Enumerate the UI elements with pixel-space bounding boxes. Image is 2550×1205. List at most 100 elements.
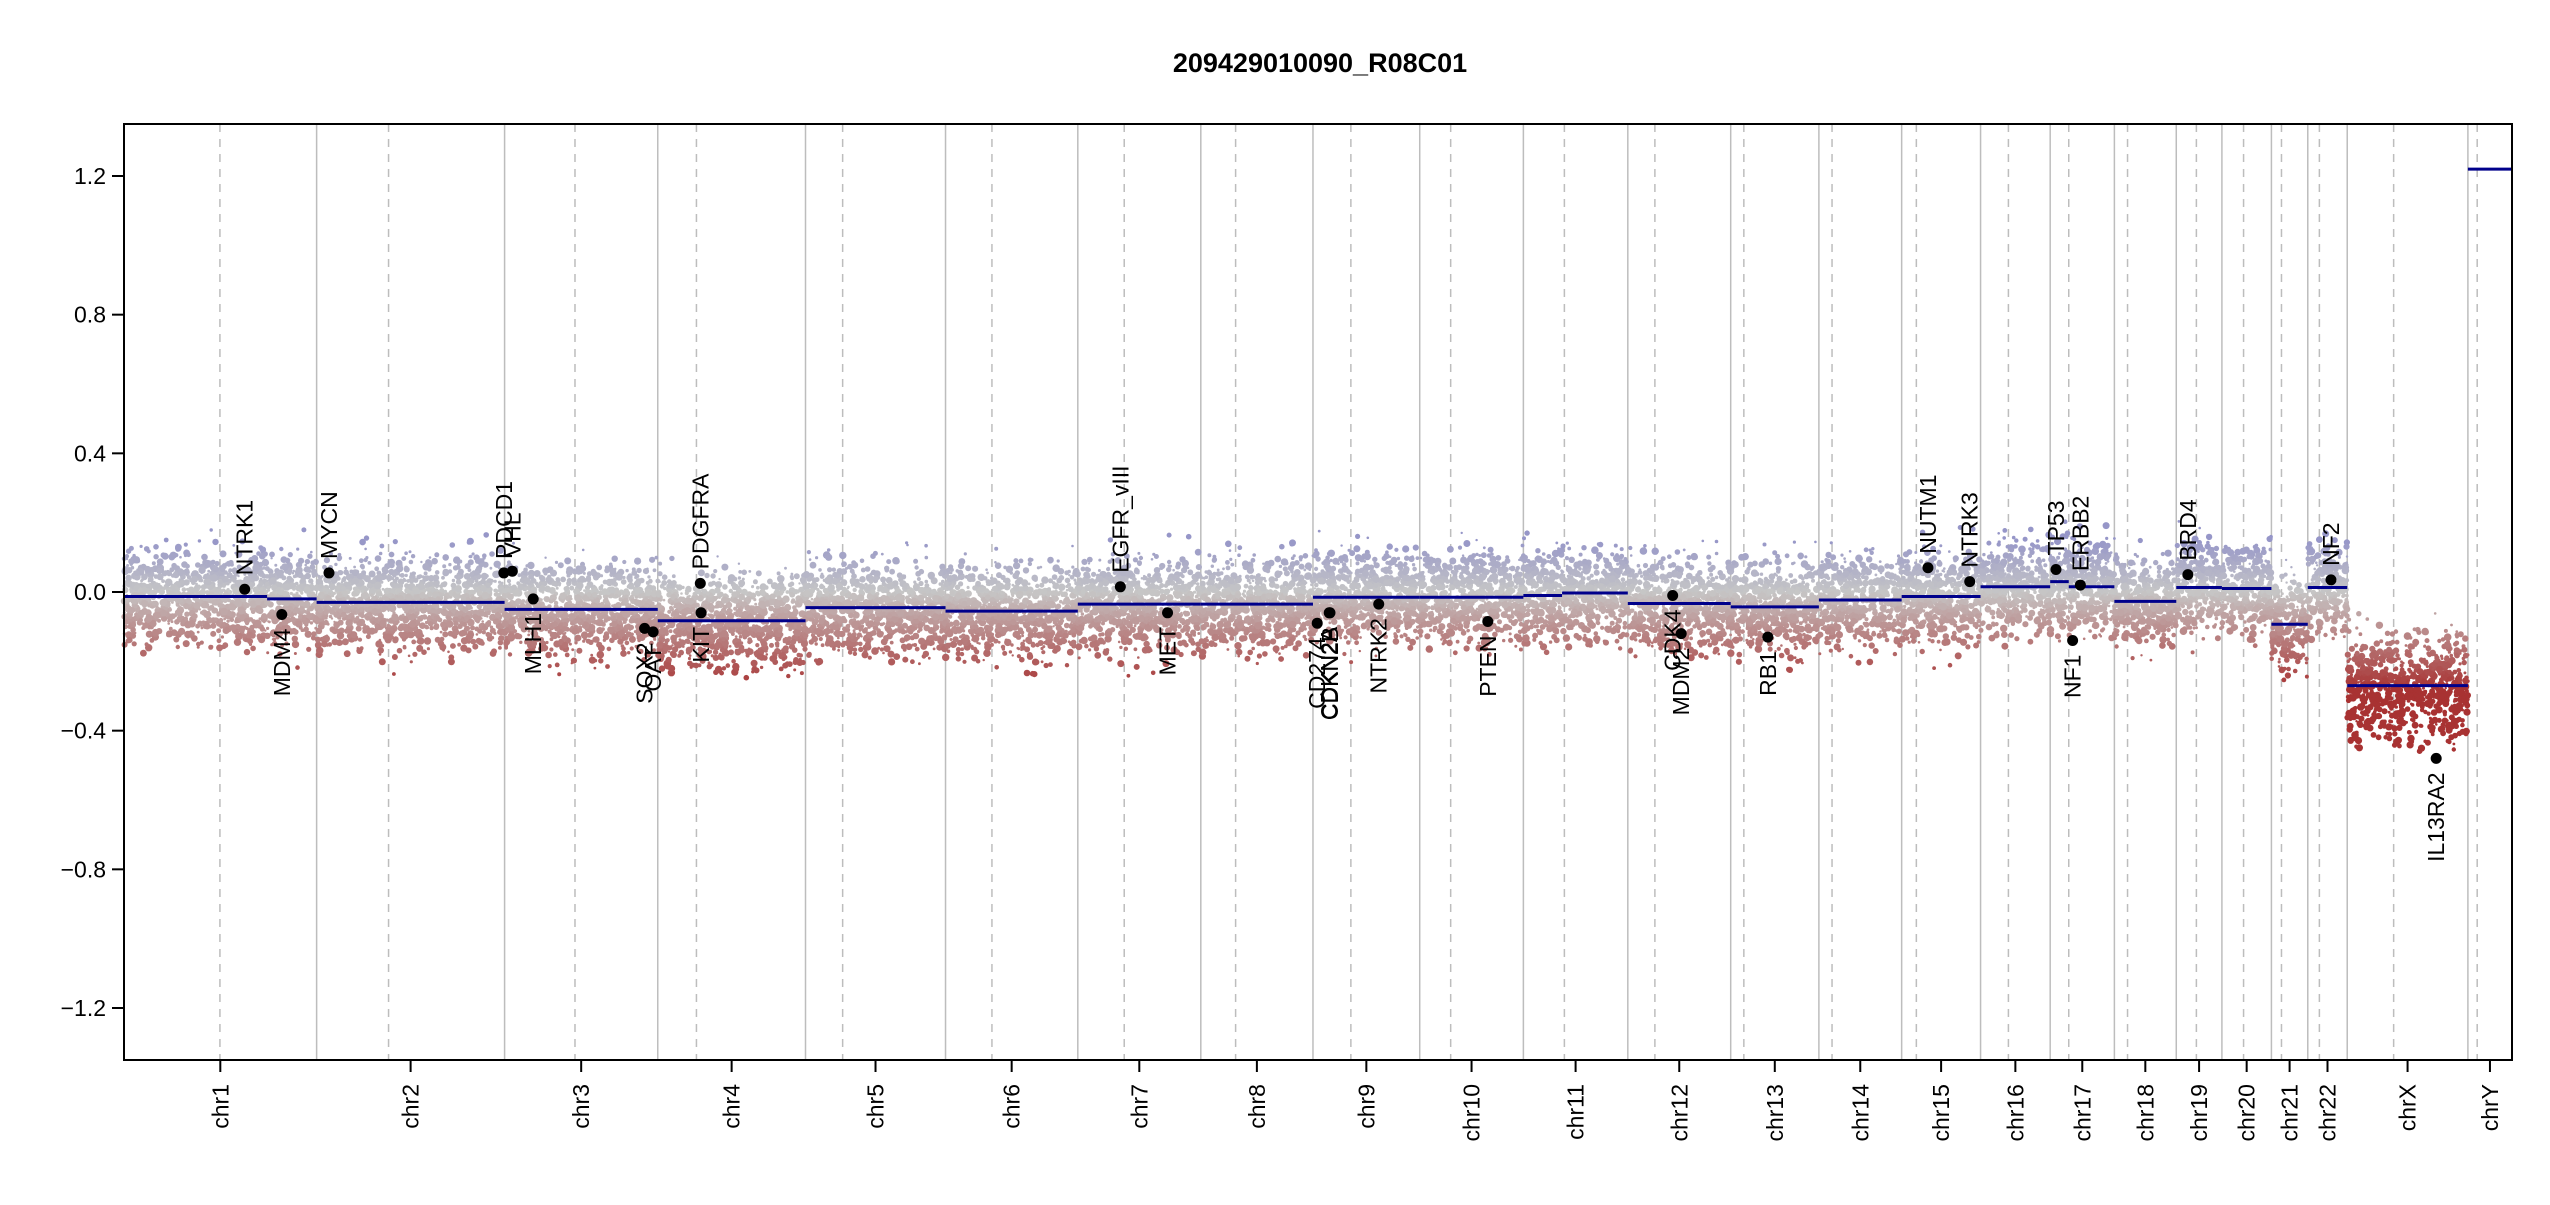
probe-point xyxy=(611,621,617,627)
probe-point xyxy=(668,650,670,652)
probe-point xyxy=(722,666,726,670)
probe-point xyxy=(361,590,364,593)
probe-point xyxy=(716,633,719,636)
probe-point xyxy=(792,647,798,653)
probe-point xyxy=(483,607,486,610)
probe-point xyxy=(150,601,153,604)
probe-point xyxy=(488,633,492,637)
probe-point xyxy=(858,647,863,652)
probe-point xyxy=(184,543,188,547)
probe-point xyxy=(574,636,580,642)
probe-point xyxy=(392,672,396,676)
probe-point xyxy=(779,650,782,653)
probe-point xyxy=(476,633,479,636)
probe-point xyxy=(392,614,399,621)
probe-point xyxy=(636,568,641,573)
probe-point xyxy=(432,575,439,582)
probe-point xyxy=(405,594,412,601)
probe-point xyxy=(859,576,866,583)
probe-point xyxy=(818,568,822,572)
probe-point xyxy=(559,593,565,599)
probe-point xyxy=(386,591,389,594)
probe-point xyxy=(747,637,752,642)
probe-point xyxy=(294,613,297,616)
probe-point xyxy=(574,594,581,601)
probe-point xyxy=(406,589,410,593)
probe-point xyxy=(706,591,710,595)
probe-point xyxy=(655,579,660,584)
probe-point xyxy=(593,636,600,643)
probe-point xyxy=(722,584,728,590)
probe-point xyxy=(558,635,561,638)
probe-point xyxy=(262,573,265,576)
probe-point xyxy=(186,588,189,591)
probe-point xyxy=(230,617,235,622)
probe-point xyxy=(760,597,763,600)
probe-point xyxy=(411,640,416,645)
probe-point xyxy=(658,562,662,566)
probe-point xyxy=(596,622,600,626)
probe-point xyxy=(434,552,439,557)
probe-point xyxy=(325,617,328,620)
probe-point xyxy=(667,584,671,588)
probe-point xyxy=(195,610,198,613)
probe-point xyxy=(411,554,415,558)
probe-point xyxy=(578,628,583,633)
probe-point xyxy=(144,546,150,552)
probe-point xyxy=(380,544,385,549)
probe-point xyxy=(327,580,331,584)
probe-point xyxy=(788,583,793,588)
probe-point xyxy=(520,578,525,583)
probe-point xyxy=(263,620,266,623)
probe-point xyxy=(140,545,143,548)
probe-point xyxy=(671,652,677,658)
probe-point xyxy=(222,563,225,566)
probe-point xyxy=(156,606,159,609)
probe-point xyxy=(662,610,665,613)
probe-point xyxy=(209,571,213,575)
probe-point xyxy=(452,644,456,648)
probe-point xyxy=(674,611,680,617)
probe-point xyxy=(507,604,510,607)
probe-point xyxy=(138,610,145,617)
probe-point xyxy=(739,635,743,639)
probe-point xyxy=(621,644,625,648)
probe-point xyxy=(611,604,614,607)
probe-point xyxy=(753,598,756,601)
probe-point xyxy=(748,599,752,603)
probe-point xyxy=(163,572,166,575)
probe-point xyxy=(755,591,760,596)
probe-point xyxy=(362,630,365,633)
probe-point xyxy=(756,653,762,659)
probe-point xyxy=(598,658,603,663)
probe-point xyxy=(629,625,632,628)
probe-point xyxy=(169,627,173,631)
probe-point xyxy=(732,663,739,670)
probe-point xyxy=(158,559,163,564)
probe-point xyxy=(274,564,277,567)
probe-point xyxy=(159,589,165,595)
probe-point xyxy=(615,594,618,597)
probe-point xyxy=(379,653,382,656)
probe-point xyxy=(366,628,373,635)
probe-point xyxy=(466,581,469,584)
probe-point xyxy=(615,573,623,581)
probe-point xyxy=(337,632,344,639)
probe-point xyxy=(731,659,736,664)
probe-point xyxy=(391,577,394,580)
probe-point xyxy=(358,638,362,642)
probe-point xyxy=(485,621,491,627)
probe-point xyxy=(442,649,445,652)
probe-point xyxy=(596,565,602,571)
probe-point xyxy=(593,585,596,588)
probe-point xyxy=(465,626,470,631)
probe-point xyxy=(775,644,779,648)
probe-point xyxy=(794,600,797,603)
probe-point xyxy=(228,590,232,594)
probe-point xyxy=(436,616,441,621)
probe-point xyxy=(827,548,831,552)
probe-point xyxy=(258,582,263,587)
probe-point xyxy=(793,629,800,636)
probe-point xyxy=(452,629,459,636)
probe-point xyxy=(716,555,718,557)
